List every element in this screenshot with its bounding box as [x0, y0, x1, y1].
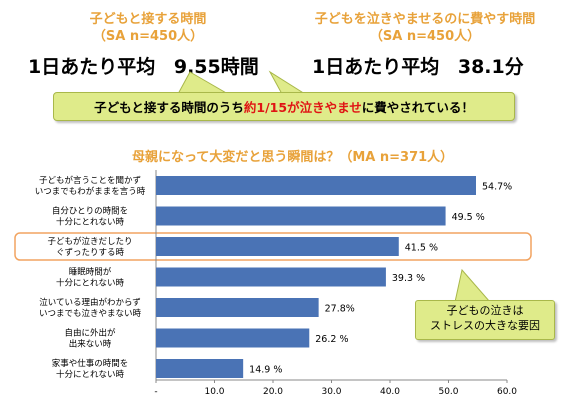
callout-top-part1: 子どもと接する時間のうち — [94, 100, 244, 115]
x-tick-label: 10.0 — [204, 387, 224, 397]
callout-top-part3: に費やされている！ — [361, 100, 474, 115]
bar-value-label: 26.2 % — [315, 334, 348, 345]
header-left-title: 子どもと接する時間 — [89, 12, 207, 27]
category-label: 十分にとれない時 — [56, 278, 125, 289]
bar — [156, 176, 476, 195]
callout-bottom: 子どもの泣きは ストレスの大きな要因 — [415, 300, 555, 340]
header-right-sample: （SA n=450人） — [369, 29, 481, 44]
x-tick-label: 20.0 — [263, 387, 283, 397]
bar — [156, 267, 386, 287]
header-left-stat-value: 9.55時間 — [173, 56, 259, 78]
x-tick-label: - — [154, 387, 157, 397]
callout-bottom-pointer — [454, 268, 492, 303]
header-left-stat: 1日あたり平均 9.55時間 — [28, 52, 259, 79]
header-right-stat: 1日あたり平均 38.1分 — [312, 52, 524, 79]
x-tick-label: 40.0 — [380, 387, 400, 397]
bar — [156, 328, 310, 348]
category-label: 十分にとれない時 — [56, 217, 125, 228]
category-label: ぐずったりする時 — [56, 247, 125, 258]
category-label: 家事や仕事の時間を — [52, 358, 129, 369]
bar-value-label: 49.5 % — [452, 212, 485, 223]
x-tick-label: 60.0 — [497, 387, 517, 397]
callout-bottom-line1: 子どもの泣きは — [446, 304, 524, 317]
category-label: 出来ない時 — [69, 339, 112, 350]
x-tick-label: 30.0 — [321, 387, 341, 397]
category-label: 十分にとれない時 — [56, 369, 125, 380]
chart-title: 母親になって大変だと思う瞬間は？（MA n=371人） — [132, 150, 454, 165]
bar-value-label: 54.7% — [482, 182, 512, 193]
callout-top-highlight: 約1/15が泣きやませ — [243, 100, 362, 115]
category-label: 子どもが言うことを聞かず — [39, 175, 141, 186]
bar — [156, 298, 319, 317]
bar — [156, 206, 446, 226]
bar — [156, 237, 399, 256]
highlight-box — [14, 232, 532, 261]
bar-value-label: 39.3 % — [392, 273, 425, 284]
header-left-stat-label: 1日あたり平均 — [28, 56, 156, 78]
callout-top: 子どもと接する時間のうち 約1/15が泣きやませ に費やされている！ — [53, 92, 515, 121]
x-tick-label: 50.0 — [438, 387, 458, 397]
category-label: いつまでもわがままを言う時 — [35, 186, 146, 197]
bar-value-label: 41.5 % — [405, 243, 438, 254]
header-left-sample: （SA n=450人） — [92, 29, 204, 44]
category-label: いつまでも泣きやまない時 — [39, 308, 142, 319]
header-right-stat-label: 1日あたり平均 — [312, 56, 440, 78]
bar-value-label: 14.9 % — [249, 365, 282, 376]
category-label: 泣いている理由がわからず — [39, 297, 141, 308]
bar — [156, 359, 244, 378]
category-label: 自由に外出が — [64, 328, 116, 339]
category-label: 子どもが泣きだしたり — [47, 236, 132, 247]
category-label: 自分ひとりの時間を — [52, 206, 128, 217]
category-label: 睡眠時間が — [69, 267, 112, 278]
header-right-stat-value: 38.1分 — [457, 56, 524, 78]
bar-value-label: 27.8% — [325, 304, 355, 315]
callout-bottom-line2: ストレスの大きな要因 — [430, 319, 540, 332]
header-right-title: 子どもを泣きやませるのに費やす時間 — [314, 12, 536, 27]
